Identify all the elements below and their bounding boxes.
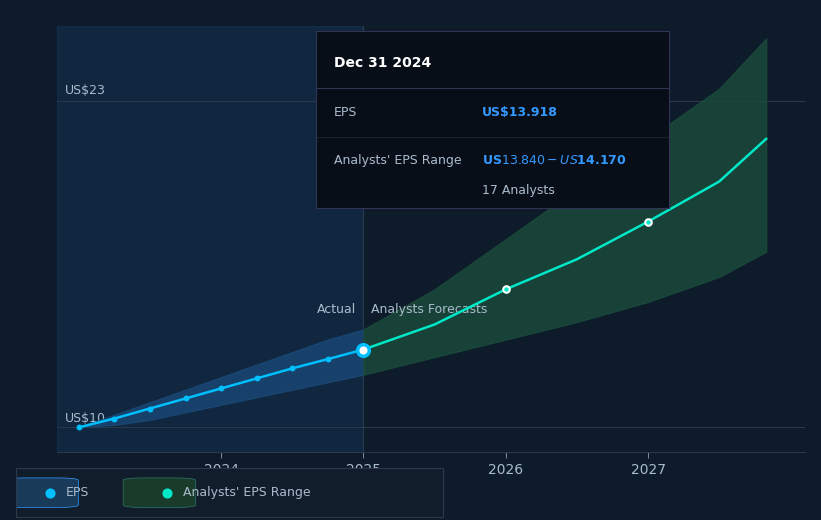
Point [108, 414, 121, 423]
Text: Actual: Actual [317, 303, 356, 316]
Point [179, 394, 192, 402]
Point [499, 285, 512, 293]
Text: US$13.918: US$13.918 [482, 106, 558, 119]
Point [161, 489, 174, 497]
Point [250, 374, 264, 383]
Point [641, 217, 654, 226]
Text: Analysts' EPS Range: Analysts' EPS Range [333, 154, 461, 167]
Bar [57, 26, 364, 452]
Text: 17 Analysts: 17 Analysts [482, 184, 555, 197]
Text: Analysts Forecasts: Analysts Forecasts [370, 303, 487, 316]
Point [321, 355, 334, 363]
Point [214, 384, 227, 393]
Text: US$10: US$10 [65, 412, 106, 425]
Point [72, 423, 85, 432]
Point [357, 345, 370, 354]
FancyBboxPatch shape [123, 478, 195, 508]
Text: Dec 31 2024: Dec 31 2024 [333, 56, 431, 70]
Point [357, 345, 370, 354]
Point [144, 405, 157, 413]
Text: EPS: EPS [66, 486, 89, 499]
Text: EPS: EPS [333, 106, 357, 119]
FancyBboxPatch shape [6, 478, 78, 508]
Point [44, 489, 57, 497]
Point [286, 364, 299, 372]
Text: US$13.840 - US$14.170: US$13.840 - US$14.170 [482, 154, 626, 167]
Text: Analysts' EPS Range: Analysts' EPS Range [183, 486, 310, 499]
Text: US$23: US$23 [65, 84, 105, 97]
